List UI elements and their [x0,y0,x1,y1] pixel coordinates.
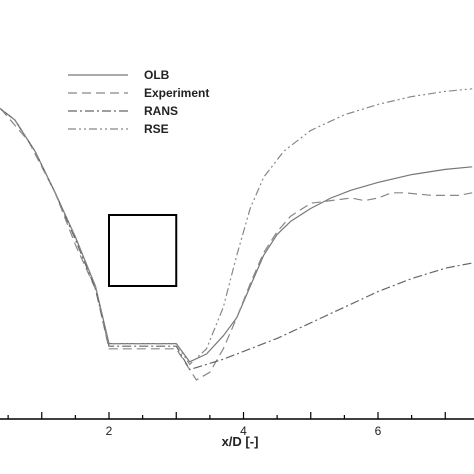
x-axis-label: x/D [-] [222,434,259,449]
x-axis-ticks: 2 4 6 [7,412,446,438]
series-line-rse [0,88,473,365]
legend-label-rans: RANS [144,104,178,118]
legend-label-rse: RSE [144,122,169,136]
legend: OLB Experiment RANS RSE [68,68,209,136]
x-tick-label: 4 [240,424,247,438]
legend-label-experiment: Experiment [144,86,209,100]
legend-label-olb: OLB [144,68,170,82]
x-tick-label: 6 [375,424,382,438]
series-lines [0,88,473,381]
cylinder-square [108,214,178,287]
series-line-experiment [0,108,473,381]
x-tick-label: 2 [106,424,113,438]
